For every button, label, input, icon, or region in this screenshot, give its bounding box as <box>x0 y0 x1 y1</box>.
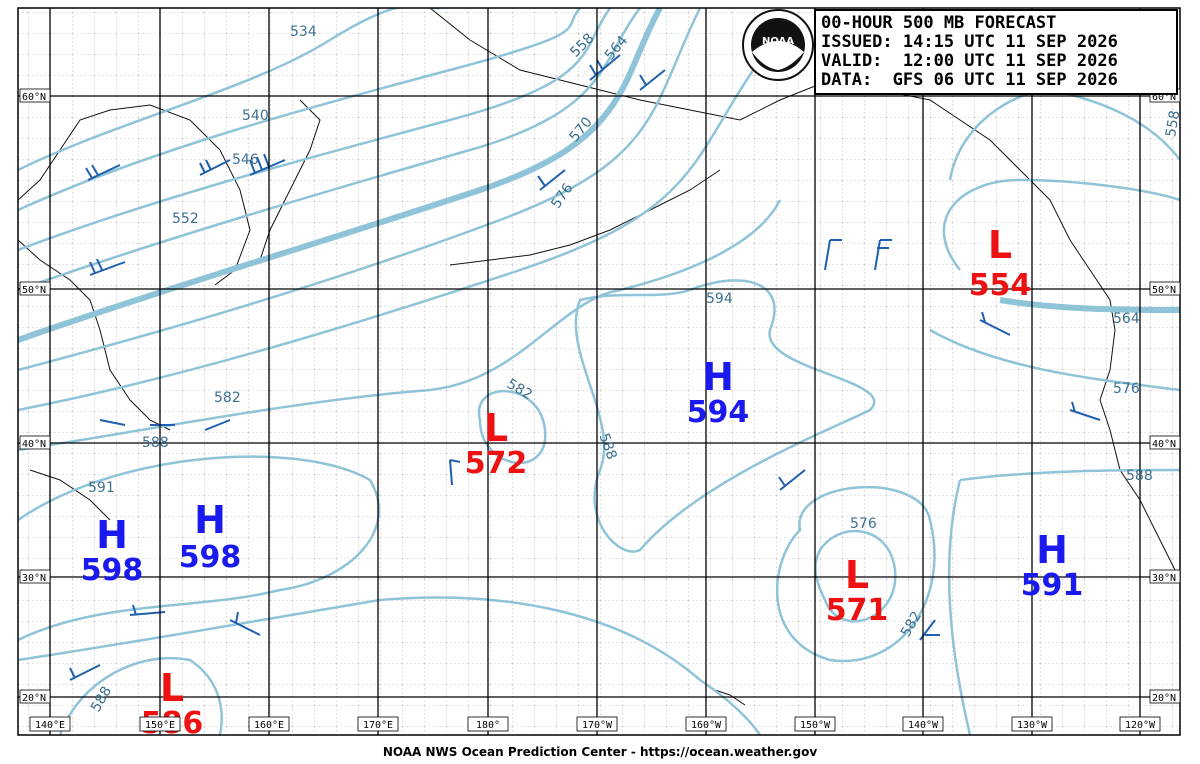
contour-label: 588 <box>1126 468 1153 484</box>
pressure-systems: H 598 H 598 L 572 H 594 L 554 L 571 H 59… <box>81 223 1084 735</box>
noaa-logo: NOAA <box>742 9 814 81</box>
longitude-label-box <box>794 716 836 732</box>
latitude-label-box <box>19 689 51 704</box>
contour-label: 546 <box>232 152 259 168</box>
contour-label: 576 <box>850 516 877 532</box>
low-value: 572 <box>465 446 528 481</box>
latitude-label: 30°N <box>1152 573 1176 584</box>
high-letter: H <box>1036 528 1068 572</box>
contour-label: 558 <box>1163 109 1183 138</box>
high-letter: H <box>702 355 734 399</box>
longitude-label: 170°E <box>363 720 393 731</box>
latitude-label: 20°N <box>22 693 46 704</box>
latitude-label: 20°N <box>1152 693 1176 704</box>
header-line: DATA: GFS 06 UTC 11 SEP 2026 <box>821 70 1118 90</box>
low-value: 571 <box>826 593 889 628</box>
contour-label: 591 <box>88 480 115 496</box>
longitude-label: 160°W <box>691 720 722 731</box>
major-grid <box>18 8 1180 735</box>
latitude-label: 50°N <box>1152 285 1176 296</box>
longitude-label-box <box>1011 716 1053 732</box>
low-value: 554 <box>969 268 1032 303</box>
contour-label: 534 <box>290 24 317 40</box>
longitude-label: 120°W <box>1125 720 1156 731</box>
high-value: 598 <box>179 540 242 575</box>
map: 534 540 546 552 558 564 570 576 582 588 … <box>18 8 1183 735</box>
longitude-label: 140°W <box>908 720 939 731</box>
longitude-label: 150°E <box>145 720 175 731</box>
contour-label: 582 <box>214 390 241 406</box>
high-letter: H <box>96 513 128 557</box>
latitude-label: 40°N <box>1152 439 1176 450</box>
high-value: 598 <box>81 553 144 588</box>
longitude-label: 180° <box>476 720 500 731</box>
longitude-label: 170°W <box>582 720 613 731</box>
latitude-label-box <box>1149 281 1181 296</box>
map-border <box>17 7 1181 736</box>
header-line: ISSUED: 14:15 UTC 11 SEP 2026 <box>821 32 1118 52</box>
low-letter: L <box>160 666 184 710</box>
low-letter: L <box>988 223 1012 267</box>
longitude-label-box <box>357 716 399 732</box>
longitude-label: 140°E <box>35 720 65 731</box>
header-box: 00-HOUR 500 MB FORECAST ISSUED: 14:15 UT… <box>814 9 1178 95</box>
contour-label: 540 <box>242 108 269 124</box>
longitude-label: 160°E <box>254 720 284 731</box>
fine-grid <box>18 8 1180 735</box>
latitude-labels: 60°N 60°N 50°N 50°N 40°N 40°N 30°N 30°N 20°N 20°N <box>19 88 1181 704</box>
header-line: 00-HOUR 500 MB FORECAST <box>821 13 1056 33</box>
longitude-label-box <box>139 716 181 732</box>
header-line: VALID: 12:00 UTC 11 SEP 2026 <box>821 51 1118 71</box>
high-value: 591 <box>1021 568 1084 603</box>
longitude-label-box <box>248 716 290 732</box>
contour-label: 564 <box>1113 311 1140 327</box>
longitude-label-box <box>902 716 944 732</box>
contour-label: 552 <box>172 211 199 227</box>
latitude-label-box <box>1149 689 1181 704</box>
latitude-label-box <box>19 88 51 103</box>
high-value: 594 <box>687 395 750 430</box>
latitude-label: 40°N <box>22 439 46 450</box>
longitude-label: 130°W <box>1017 720 1048 731</box>
latitude-label: 60°N <box>1152 92 1176 103</box>
logo-text: NOAA <box>762 36 794 47</box>
contour-label: 588 <box>142 435 169 451</box>
latitude-label-box <box>1149 569 1181 584</box>
latitude-label: 30°N <box>22 573 46 584</box>
high-letter: H <box>194 498 226 542</box>
contour-label: 576 <box>1113 381 1140 397</box>
latitude-label: 50°N <box>22 285 46 296</box>
low-letter: L <box>484 406 508 450</box>
latitude-label-box <box>19 435 51 450</box>
longitude-label-box <box>29 716 71 732</box>
contour-label: 594 <box>706 291 733 307</box>
wind-barbs <box>69 54 1101 681</box>
longitude-label: 150°W <box>800 720 831 731</box>
longitude-label-box <box>576 716 618 732</box>
longitude-label-box <box>467 716 509 732</box>
longitude-labels: 140°E 150°E 160°E 170°E 180° 170°W 160°W 150°W 1… <box>29 716 1161 732</box>
latitude-label-box <box>19 569 51 584</box>
longitude-label-box <box>1119 716 1161 732</box>
low-letter: L <box>845 553 869 597</box>
latitude-label: 60°N <box>22 92 46 103</box>
latitude-label-box <box>19 281 51 296</box>
longitude-label-box <box>685 716 727 732</box>
footer: NOAA NWS Ocean Prediction Center - https… <box>383 745 817 759</box>
latitude-label-box <box>1149 435 1181 450</box>
